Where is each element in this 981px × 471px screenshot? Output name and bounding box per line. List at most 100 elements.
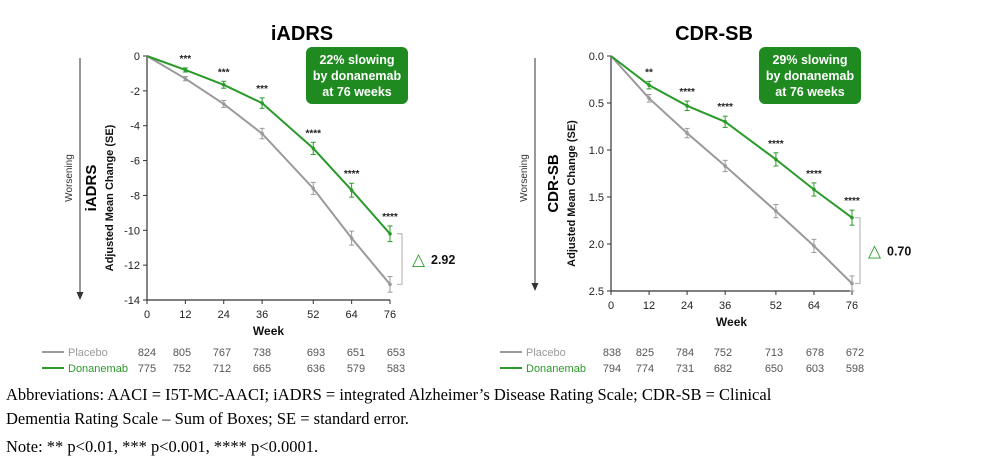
significance-marker: ** [645, 67, 653, 78]
slowing-callout-box [759, 47, 861, 104]
x-tick-label: 64 [808, 300, 820, 312]
data-point-donanemab [723, 120, 727, 124]
n-at-risk-value: 678 [806, 347, 824, 359]
n-at-risk-value: 713 [765, 347, 783, 359]
y-tick-label: -14 [124, 295, 140, 307]
data-point-placebo [260, 131, 264, 136]
abbreviations-line-1: Abbreviations: AACI = I5T-MC-AACI; iADRS… [6, 385, 772, 404]
y-tick-label: 1.0 [589, 145, 604, 157]
data-point-placebo [311, 186, 316, 191]
data-point-placebo [685, 131, 689, 135]
significance-marker: *** [256, 84, 268, 95]
n-at-risk-value: 784 [676, 347, 694, 359]
difference-delta-icon: △ [868, 242, 882, 261]
chart-title: iADRS [271, 23, 333, 45]
data-point-donanemab [812, 187, 816, 192]
difference-bracket [855, 217, 861, 285]
significance-marker: **** [344, 169, 360, 180]
data-point-donanemab [774, 157, 778, 162]
y-tick-label: 0 [134, 51, 140, 63]
slowing-callout-text: at 76 weeks [322, 85, 392, 99]
significance-marker: **** [844, 196, 860, 207]
slowing-callout-text: 22% slowing [319, 53, 394, 67]
n-at-risk-value: 767 [213, 347, 231, 359]
significance-marker: **** [679, 87, 695, 98]
difference-value: 0.70 [887, 245, 911, 259]
y-tick-label: 0.5 [589, 98, 604, 110]
y-axis-label: Adjusted Mean Change (SE) [104, 124, 116, 271]
significance-marker: *** [180, 54, 192, 65]
n-at-risk-value: 650 [765, 363, 783, 375]
x-tick-label: 76 [846, 300, 858, 312]
data-point-placebo [723, 164, 727, 168]
x-tick-label: 36 [256, 309, 268, 321]
worsening-arrow-head [76, 292, 84, 300]
slowing-callout-text: by donanemab [766, 69, 855, 83]
data-point-placebo [388, 282, 392, 287]
x-tick-label: 36 [719, 300, 731, 312]
significance-marker: *** [218, 67, 230, 78]
x-tick-label: 64 [346, 309, 358, 321]
y-tick-label: 0.0 [589, 51, 604, 63]
y-tick-label: 1.5 [589, 192, 604, 204]
n-at-risk-value: 794 [603, 363, 621, 375]
data-point-placebo [774, 209, 778, 213]
n-at-risk-value: 672 [846, 347, 864, 359]
n-at-risk-value: 579 [347, 363, 365, 375]
significance-marker: **** [768, 139, 784, 150]
y-tick-label: -8 [130, 190, 140, 202]
x-tick-label: 12 [179, 309, 191, 321]
slowing-callout-text: 29% slowing [772, 53, 847, 67]
x-tick-label: 12 [643, 300, 655, 312]
significance-note: Note: ** p<0.01, *** p<0.001, **** p<0.0… [6, 437, 319, 456]
n-at-risk-value: 774 [636, 363, 654, 375]
n-at-risk-value: 752 [714, 347, 732, 359]
x-tick-label: 52 [770, 300, 782, 312]
data-point-placebo [850, 281, 854, 286]
chart-title: CDR-SB [675, 23, 753, 45]
x-tick-label: 76 [384, 309, 396, 321]
difference-bracket [397, 233, 403, 285]
significance-marker: **** [382, 212, 398, 223]
y-tick-label: -6 [130, 156, 140, 168]
n-at-risk-value: 583 [387, 363, 405, 375]
y-tick-label: 2.5 [589, 286, 604, 298]
n-at-risk-value: 838 [603, 347, 621, 359]
x-tick-label: 24 [218, 309, 230, 321]
worsening-label: Worsening [64, 154, 75, 202]
n-at-risk-value: 712 [213, 363, 231, 375]
x-axis-label: Week [253, 324, 284, 338]
data-point-donanemab [183, 68, 188, 72]
significance-marker: **** [305, 128, 321, 139]
y-tick-label: -4 [130, 121, 140, 133]
data-point-donanemab [850, 215, 854, 220]
n-at-risk-value: 775 [138, 363, 156, 375]
data-point-placebo [349, 236, 354, 240]
n-at-risk-value: 636 [307, 363, 325, 375]
y-axis-measure-label: CDR-SB [545, 154, 562, 212]
n-at-risk-value: 682 [714, 363, 732, 375]
abbreviations-line-2: Dementia Rating Scale – Sum of Boxes; SE… [6, 409, 409, 428]
x-axis-label: Week [716, 315, 747, 329]
significance-marker: **** [717, 102, 733, 113]
n-at-risk-value: 738 [253, 347, 271, 359]
slowing-callout-text: at 76 weeks [775, 85, 845, 99]
difference-value: 2.92 [431, 253, 455, 267]
n-at-risk-value: 824 [138, 347, 156, 359]
data-point-donanemab [647, 83, 651, 87]
legend-label-donanemab: Donanemab [68, 363, 128, 375]
x-tick-label: 52 [307, 309, 319, 321]
y-tick-label: -2 [130, 86, 140, 98]
n-at-risk-value: 653 [387, 347, 405, 359]
n-at-risk-value: 752 [173, 363, 191, 375]
data-point-placebo [812, 244, 816, 248]
n-at-risk-value: 805 [173, 347, 191, 359]
legend-label-placebo: Placebo [526, 347, 566, 359]
worsening-label: Worsening [519, 154, 530, 202]
data-point-placebo [221, 102, 226, 106]
y-tick-label: 2.0 [589, 239, 604, 251]
worsening-arrow-head [531, 283, 539, 291]
legend-label-donanemab: Donanemab [526, 363, 586, 375]
data-point-donanemab [311, 146, 316, 151]
